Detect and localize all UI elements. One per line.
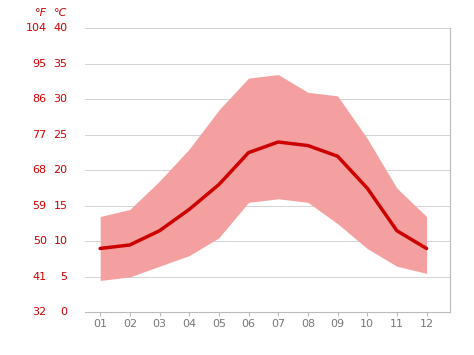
Text: 40: 40 [54, 23, 67, 33]
Text: 20: 20 [54, 165, 67, 175]
Text: 25: 25 [54, 130, 67, 140]
Text: 95: 95 [33, 59, 47, 69]
Text: °F: °F [35, 8, 47, 18]
Text: 15: 15 [54, 201, 67, 211]
Text: 5: 5 [61, 272, 67, 282]
Text: °C: °C [54, 8, 67, 18]
Text: 86: 86 [33, 94, 47, 104]
Text: 77: 77 [33, 130, 47, 140]
Text: 41: 41 [33, 272, 47, 282]
Text: 59: 59 [33, 201, 47, 211]
Text: 0: 0 [61, 307, 67, 317]
Text: 104: 104 [26, 23, 47, 33]
Text: 68: 68 [33, 165, 47, 175]
Text: 30: 30 [54, 94, 67, 104]
Text: 35: 35 [54, 59, 67, 69]
Text: 32: 32 [33, 307, 47, 317]
Text: 50: 50 [33, 236, 47, 246]
Text: 10: 10 [54, 236, 67, 246]
